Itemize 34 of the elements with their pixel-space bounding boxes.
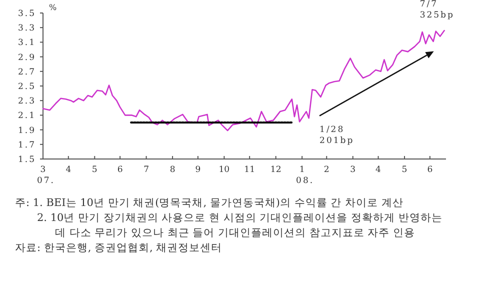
x-tick-label: 3 07. <box>36 165 56 186</box>
y-tick-label: 3.5 <box>18 9 36 19</box>
y-tick-label: 3.1 <box>18 38 36 48</box>
x-tick-label: 6 <box>117 165 123 175</box>
y-tick-label: 1.7 <box>18 140 36 150</box>
annotation: 7/7 325bp <box>420 0 454 20</box>
y-axis-title: % <box>49 3 57 12</box>
x-tick-label: 6 <box>427 165 433 175</box>
y-tick-label: 1.5 <box>18 155 36 165</box>
x-tick-label: 1 08. <box>296 165 314 186</box>
y-tick-label: 3.3 <box>18 24 36 34</box>
text: 2. 10년 만기 장기채권의 사용으로 현 시점의 기대인플레이션을 정확하게 반영하는 데 다소 무리가 있으나 최근 들어 기대인플레이션의 참고지표로 자주 인용 <box>37 211 444 241</box>
x-tick-label: 4 <box>376 165 381 175</box>
y-tick-label: 2.3 <box>18 96 36 107</box>
y-tick-label: 1.9 <box>18 126 36 136</box>
x-tick-label: 5 <box>92 165 98 175</box>
x-tick-label: 8 <box>170 165 176 175</box>
x-tick-label: 9 <box>195 165 201 175</box>
text: 주: 1. BEI는 10년 만기 채권(명목국채, 물가연동국채)의 수익률 간 차이로 계산 <box>15 196 404 211</box>
x-tick-label: 4 <box>66 165 72 175</box>
text: 자료: 한국은행, 증권업협회, 채권정보센터 <box>15 241 224 256</box>
y-tick-label: 2.9 <box>18 52 36 63</box>
x-tick-label: 5 <box>402 165 408 175</box>
x-tick-label: 11 <box>244 165 255 175</box>
y-tick-label: 2.7 <box>18 67 36 78</box>
x-tick-label: 3 <box>350 165 356 175</box>
y-tick-label: 2.5 <box>18 82 36 92</box>
x-tick-label: 10 <box>218 165 230 175</box>
x-tick-label: 2 <box>324 165 330 175</box>
annotation: 1/28 201bp <box>320 124 354 146</box>
x-tick-label: 12 <box>270 165 282 175</box>
line-series <box>42 30 445 132</box>
y-tick-label: 2.1 <box>18 111 36 122</box>
x-tick-label: 7 <box>144 165 149 175</box>
